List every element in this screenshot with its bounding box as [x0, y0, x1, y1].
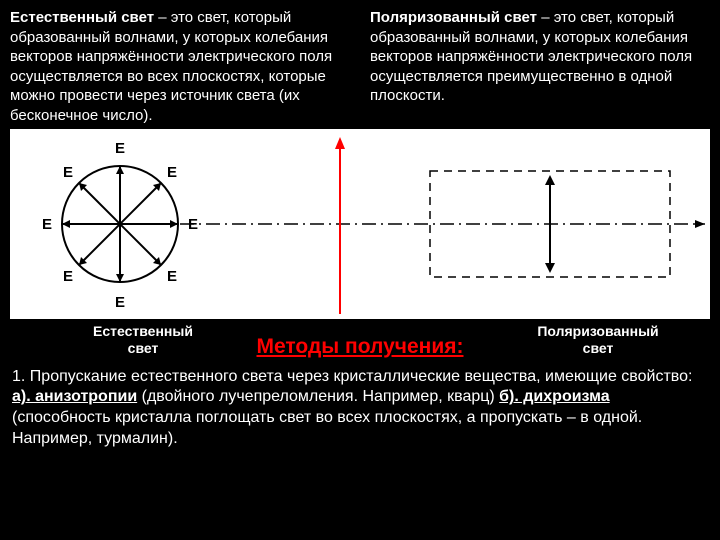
svg-text:Е: Е: [42, 216, 52, 233]
svg-text:Е: Е: [167, 268, 177, 285]
term-natural: Естественный свет: [10, 9, 154, 26]
term-polarized: Поляризованный свет: [370, 9, 537, 26]
svg-text:Е: Е: [115, 140, 125, 157]
method-a-text: (двойного лучепреломления. Например, ква…: [137, 388, 499, 405]
text-natural: – это свет, который образованный волнами…: [10, 9, 332, 124]
svg-text:Е: Е: [167, 164, 177, 181]
svg-text:Е: Е: [63, 164, 73, 181]
natural-light-definition: Естественный свет – это свет, который об…: [10, 8, 350, 125]
svg-text:Е: Е: [63, 268, 73, 285]
method-b-text: (способность кристалла поглощать свет во…: [12, 409, 642, 447]
method-a-label: а). анизотропии: [12, 388, 137, 405]
polarization-diagram: Е Е Е Е Е Е Е Е: [10, 129, 710, 319]
methods-body: 1. Пропускание естественного света через…: [0, 365, 720, 452]
label-polarized-light: Поляризованныйсвет: [486, 323, 710, 357]
svg-text:Е: Е: [115, 294, 125, 311]
definitions-row: Естественный свет – это свет, который об…: [0, 0, 720, 129]
label-natural-light: Естественныйсвет: [10, 323, 276, 357]
method-1-prefix: 1. Пропускание естественного света через…: [12, 368, 692, 385]
method-b-label: б). дихроизма: [499, 388, 609, 405]
polarized-light-definition: Поляризованный свет – это свет, который …: [370, 8, 710, 125]
